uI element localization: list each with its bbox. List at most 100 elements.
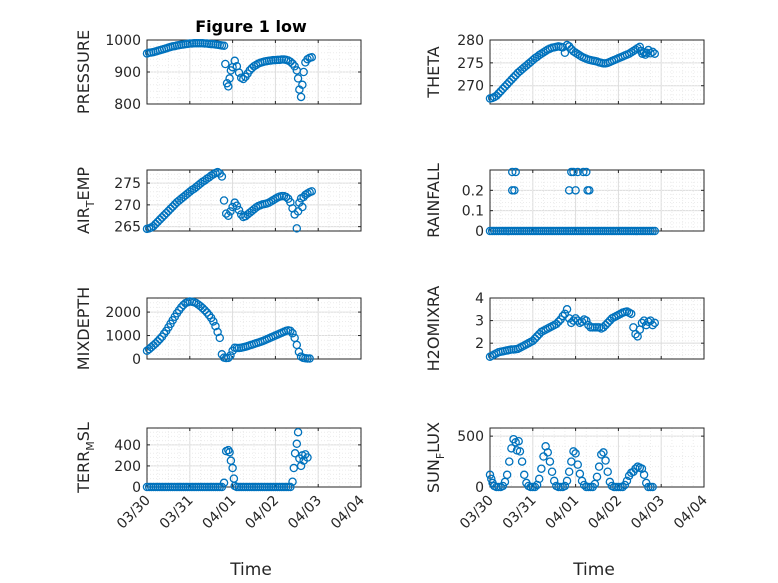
data-point [648, 482, 657, 492]
x-tick-label: 04/01 [543, 493, 583, 533]
y-tick-label: 1000 [105, 329, 141, 345]
y-tick-label: 275 [114, 176, 141, 192]
data-point [151, 219, 160, 229]
y-tick-label: 280 [457, 33, 484, 49]
data-point [646, 49, 655, 58]
data-point [631, 464, 640, 473]
data-point [492, 91, 501, 101]
data-point [292, 439, 302, 449]
data-point [631, 329, 640, 339]
data-point [601, 320, 610, 330]
y-axis-label: H2OMIXRA [424, 286, 443, 372]
data-point [155, 215, 165, 224]
y-axis-label: AIRTEMP [74, 167, 97, 234]
y-tick-label: 2 [475, 336, 484, 352]
subplot-4: 0 0.1 0.2 RAINFALL [424, 163, 705, 240]
data-point [564, 186, 574, 195]
data-point [299, 67, 308, 77]
data-point [622, 476, 632, 486]
data-point [573, 167, 582, 177]
y-tick-label: 200 [114, 459, 141, 475]
data-point [539, 452, 548, 461]
data-point [620, 480, 630, 490]
data-point [219, 478, 229, 488]
data-point [594, 462, 604, 471]
data-point [560, 309, 570, 319]
axes-box [146, 169, 362, 232]
data-point [226, 207, 235, 216]
data-point [225, 74, 234, 83]
data-point [292, 224, 302, 233]
subplot-1: 800 900 1000 PRESSURE [74, 30, 362, 114]
data-point [564, 467, 574, 476]
x-tick-label: 03/30 [457, 493, 497, 533]
data-point [571, 186, 580, 195]
data-point [293, 427, 303, 437]
data-point [153, 337, 162, 346]
data-point [560, 48, 570, 58]
data-point [230, 56, 239, 66]
x-tick-label: 04/03 [628, 493, 668, 533]
data-point [166, 204, 175, 214]
data-point [290, 61, 299, 71]
data-point [200, 305, 210, 315]
data-point [179, 300, 188, 310]
data-point [597, 450, 606, 459]
axes-box [489, 297, 705, 360]
y-tick-label: 0 [475, 480, 484, 496]
data-point [234, 205, 244, 215]
data-point [226, 456, 236, 465]
data-point [307, 53, 317, 62]
y-axis-label: RAINFALL [424, 163, 443, 238]
axes-box [146, 427, 362, 488]
data-point [487, 474, 496, 484]
data-point [605, 477, 615, 487]
data-point [502, 470, 512, 480]
y-tick-label: 1000 [105, 33, 141, 49]
data-point [601, 456, 610, 465]
data-point [534, 50, 544, 60]
x-tick-label: 04/04 [671, 492, 711, 532]
data-point [505, 77, 514, 87]
data-point [592, 472, 602, 482]
data-point [296, 461, 306, 471]
data-point [514, 436, 523, 446]
data-point [537, 49, 546, 58]
data-point [505, 457, 514, 466]
x-axis-label-left: Time [229, 560, 272, 580]
data-point [585, 186, 594, 195]
data-point [307, 187, 317, 196]
data-point [547, 467, 557, 476]
data-point [224, 211, 233, 220]
data-point [303, 453, 312, 462]
data-point [219, 41, 229, 51]
data-point [296, 92, 306, 102]
data-point [562, 305, 572, 314]
data-point [635, 325, 645, 334]
data-point [511, 167, 520, 177]
data-point [573, 460, 582, 469]
data-point [571, 449, 580, 458]
subplot-8: 0 500 03/30 03/31 04/01 04/02 04/03 04/04 SUNFLU… [424, 422, 711, 532]
data-point [234, 68, 244, 77]
data-point [298, 202, 307, 212]
data-point [560, 481, 570, 491]
data-point [650, 226, 660, 236]
x-tick-label: 03/30 [114, 493, 154, 533]
data-point [631, 45, 640, 54]
y-tick-label: 0 [132, 480, 141, 496]
x-tick-label: 04/01 [200, 493, 240, 533]
data-point [507, 75, 516, 85]
subplot-6: 2 3 4 H2OMIXRA [424, 286, 705, 372]
data-point [500, 82, 510, 91]
data-point [573, 49, 582, 59]
data-point [209, 317, 218, 326]
data-point [624, 49, 634, 58]
data-point [579, 167, 588, 177]
y-tick-label: 2000 [105, 305, 141, 321]
y-tick-label: 270 [114, 198, 141, 214]
data-point [575, 469, 585, 479]
x-tick-label: 04/02 [242, 493, 282, 533]
data-point [603, 318, 612, 328]
